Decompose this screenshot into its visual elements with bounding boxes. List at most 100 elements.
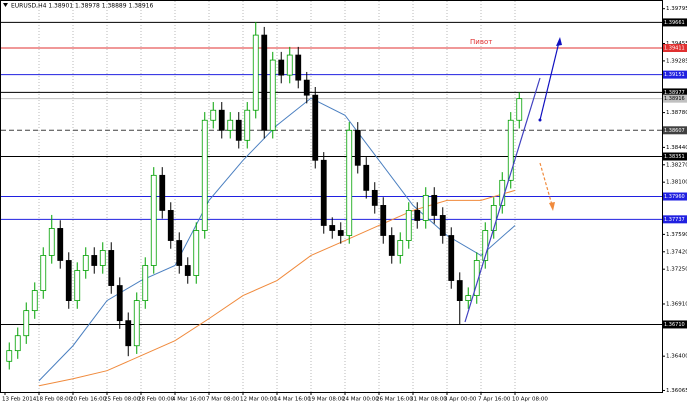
candle-body bbox=[456, 280, 463, 302]
candle-body bbox=[303, 79, 310, 96]
price-tag-label: 1.38977 bbox=[664, 90, 685, 96]
candle-body bbox=[312, 94, 319, 161]
x-tick-label: 20 Feb 16:00 bbox=[70, 397, 107, 403]
x-tick-label: 13 Feb 2014 bbox=[2, 397, 37, 403]
candle-body bbox=[235, 119, 242, 141]
candle-body bbox=[201, 119, 208, 231]
price-tag-label: 1.39411 bbox=[664, 46, 685, 52]
candle-body bbox=[48, 228, 55, 256]
x-tick-label: 12 Mar 00:00 bbox=[240, 397, 277, 403]
y-tick-label: 1.36910 bbox=[666, 301, 687, 307]
candle-body bbox=[354, 129, 361, 166]
candle-body bbox=[346, 129, 353, 236]
y-tick-label: 1.39285 bbox=[666, 58, 687, 64]
x-tick-label: 24 Mar 00:00 bbox=[342, 397, 379, 403]
candle-body bbox=[337, 230, 344, 236]
candle-body bbox=[507, 119, 514, 181]
y-tick-label: 1.38780 bbox=[666, 110, 687, 116]
y-tick-label: 1.38270 bbox=[666, 162, 687, 168]
price-tag bbox=[663, 88, 687, 97]
x-tick-label: 25 Feb 08:00 bbox=[104, 397, 141, 403]
candle-body bbox=[40, 255, 47, 291]
candle-body bbox=[278, 59, 285, 76]
level-name: Пивот bbox=[470, 38, 492, 46]
x-tick-label: 3 Apr 00:00 bbox=[444, 397, 477, 403]
x-tick-label: 4 Mar 16:00 bbox=[172, 397, 206, 403]
price-tag bbox=[663, 215, 687, 224]
candle-body bbox=[397, 240, 404, 256]
candle-body bbox=[414, 210, 421, 221]
price-tag bbox=[663, 152, 687, 161]
candle-body bbox=[108, 250, 115, 286]
candle-body bbox=[14, 335, 21, 352]
y-tick-label: 1.38100 bbox=[666, 180, 687, 186]
arrow-up-head bbox=[556, 37, 562, 46]
x-tick-label: 7 Apr 16:00 bbox=[478, 397, 511, 403]
candle-body bbox=[142, 265, 149, 302]
price-tag bbox=[663, 44, 687, 53]
price-tag-label: 1.36710 bbox=[664, 322, 685, 328]
candle-body bbox=[431, 194, 438, 216]
levels: Пивот bbox=[1, 21, 662, 325]
candle-body bbox=[286, 54, 293, 76]
chart-title: EURUSD,H4 1.38901 1.38978 1.38889 1.3891… bbox=[11, 3, 153, 10]
arrow-up-start bbox=[538, 118, 542, 122]
y-tick-label: 1.36065 bbox=[666, 388, 687, 394]
price-tag-label: 1.39661 bbox=[664, 20, 685, 26]
candle-body bbox=[422, 194, 429, 221]
candle-body bbox=[244, 109, 251, 141]
candle-body bbox=[99, 250, 106, 266]
candle-body bbox=[116, 285, 123, 322]
y-tick-label: 1.38440 bbox=[666, 145, 687, 151]
price-tag bbox=[663, 126, 687, 135]
y-tick-label: 1.37420 bbox=[666, 249, 687, 255]
candle-body bbox=[57, 228, 64, 261]
candle-body bbox=[448, 235, 455, 281]
candle-body bbox=[371, 189, 378, 206]
x-tick-label: 31 Mar 08:00 bbox=[410, 397, 447, 403]
candle-body bbox=[193, 230, 200, 276]
price-tag-label: 1.38607 bbox=[664, 128, 685, 134]
price-tag-label: 1.37960 bbox=[664, 194, 685, 200]
price-tag-label: 1.37737 bbox=[664, 217, 685, 223]
arrow-down-head bbox=[549, 202, 555, 211]
price-tag bbox=[663, 18, 687, 27]
candle-body bbox=[380, 205, 387, 236]
candle-body bbox=[363, 164, 370, 191]
candle-body bbox=[405, 210, 412, 241]
candle-body bbox=[91, 255, 98, 266]
price-tag bbox=[663, 94, 687, 103]
candle-body bbox=[184, 265, 191, 276]
candle-body bbox=[133, 300, 140, 347]
candle-body bbox=[176, 240, 183, 266]
x-tick-label: 19 Mar 08:00 bbox=[308, 397, 345, 403]
candle-body bbox=[465, 295, 472, 302]
candle-body bbox=[31, 290, 38, 312]
price-tag-label: 1.38916 bbox=[664, 96, 685, 102]
candles bbox=[6, 22, 523, 370]
candle-body bbox=[473, 260, 480, 296]
candle-body bbox=[125, 320, 132, 347]
price-tag bbox=[663, 70, 687, 79]
candle-body bbox=[329, 225, 336, 231]
y-tick-label: 1.39795 bbox=[666, 6, 687, 12]
candle-body bbox=[439, 215, 446, 236]
candle-body bbox=[516, 98, 523, 121]
candle-body bbox=[269, 59, 276, 131]
y-tick-label: 1.39455 bbox=[666, 41, 687, 47]
arrow-down bbox=[539, 162, 553, 206]
candle-body bbox=[227, 119, 234, 131]
candle-body bbox=[167, 210, 174, 241]
candle-body bbox=[150, 174, 157, 266]
candle-body bbox=[65, 260, 72, 302]
candle-body bbox=[6, 350, 13, 362]
y-axis: 1.39795 1.39455 1.39285 1.38780 1.38440 1.382… bbox=[662, 6, 687, 394]
candle-body bbox=[252, 34, 259, 111]
x-tick-label: 26 Mar 16:00 bbox=[376, 397, 413, 403]
y-tick-label: 1.36400 bbox=[666, 354, 687, 360]
candle-body bbox=[159, 174, 166, 211]
y-tick-label: 1.37590 bbox=[666, 232, 687, 238]
